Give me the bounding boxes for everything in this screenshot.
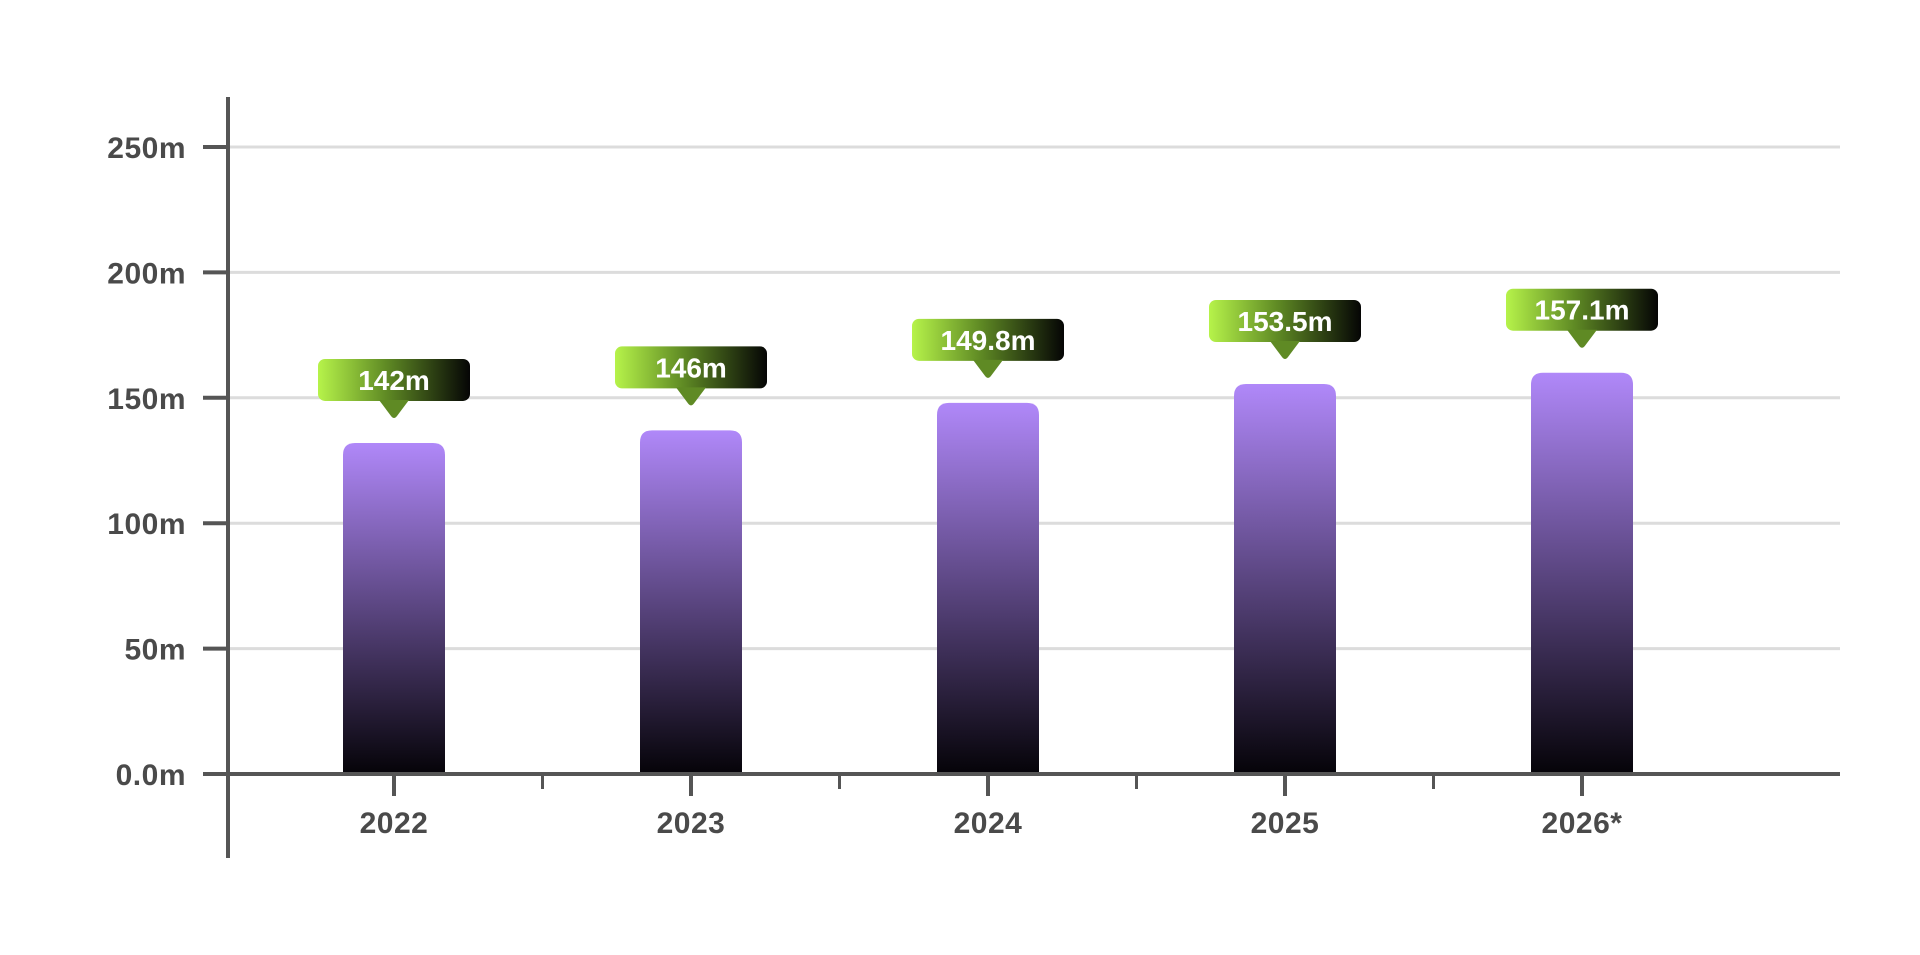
data-label-callout: 142m [318,358,470,418]
callout-box [615,346,767,389]
bar-2026 [1531,372,1633,774]
data-label-callout: 153.5m [1209,300,1361,360]
data-label: 157.1m [1535,295,1630,326]
y-tick-label: 0.0m [116,759,186,792]
x-tick-label: 2026* [1542,807,1623,840]
y-tick-label: 150m [107,383,186,416]
data-label: 142m [358,365,430,396]
y-tick-label: 50m [124,634,186,667]
axes [203,97,1840,858]
y-tick-label: 250m [107,132,186,165]
y-tick-label: 100m [107,508,186,541]
x-tick-label: 2024 [954,807,1023,840]
bar-2024 [937,402,1039,774]
bar-2025 [1234,384,1336,774]
bar-2022 [343,442,445,774]
tick-labels: 0.0m 50m 100m 150m 200m 250m 2022 2023 2024 2025 2… [107,132,1622,840]
data-label: 149.8m [941,325,1036,356]
data-label-callouts: 142m 146m 149.8m 153.5m 157.1m [318,288,1658,418]
bar-2023 [640,430,742,774]
x-tick-label: 2023 [657,807,726,840]
callout-box [1209,300,1361,343]
x-tick-label: 2022 [360,807,429,840]
x-tick-label: 2025 [1251,807,1320,840]
callout-pointer [379,399,409,418]
data-label-callout: 157.1m [1506,288,1658,348]
data-label-callout: 146m [615,346,767,406]
data-label-callout: 149.8m [912,318,1064,378]
callout-pointer [1270,341,1300,360]
y-tick-label: 200m [107,257,186,290]
callout-pointer [676,387,706,406]
data-label: 146m [655,352,727,383]
callout-pointer [1567,329,1597,348]
callout-box [1506,288,1658,331]
callout-pointer [973,359,1003,378]
data-label: 153.5m [1238,306,1333,337]
callout-box [318,358,470,401]
bars [343,372,1633,774]
callout-box [912,318,1064,361]
